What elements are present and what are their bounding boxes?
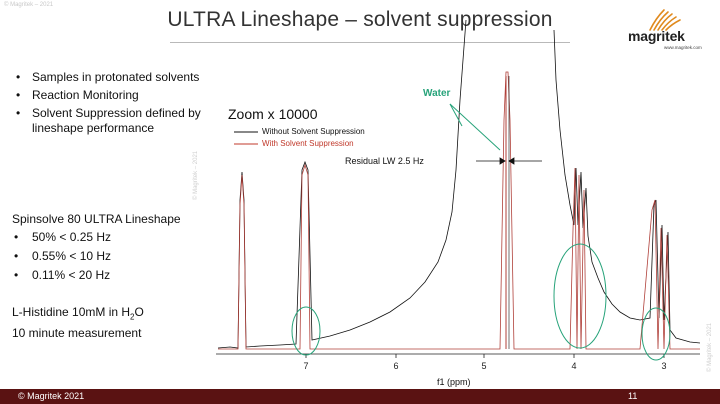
x-tick-label: 3 [661,361,666,371]
residual-arrows [476,157,542,165]
x-tick-label: 4 [571,361,576,371]
legend: Without Solvent Suppression With Solvent… [234,126,365,150]
highlight-ellipse [641,307,671,361]
trace-with-suppression [218,71,700,350]
feature-bullets: Samples in protonated solvents Reaction … [14,70,222,139]
x-tick-label: 6 [393,361,398,371]
legend-entry-without: Without Solvent Suppression [262,127,365,136]
x-tick-label: 5 [481,361,486,371]
trace-without-suppression [217,19,701,349]
footer-copyright: © Magritek 2021 [18,391,85,401]
highlight-ellipse [553,243,607,349]
bullet-item: Samples in protonated solvents [14,70,222,85]
highlight-ellipses [291,243,671,361]
spec-item: 50% < 0.25 Hz [12,230,111,245]
legend-entry-with: With Solvent Suppression [262,139,354,148]
footer-bar [0,389,720,404]
logo-url: www.magritek.com [664,45,702,50]
logo-wordmark: magritek [628,28,685,44]
bullet-item: Solvent Suppression defined by lineshape… [14,106,222,136]
sample-line-2: 10 minute measurement [12,326,142,341]
water-arrows [449,103,501,151]
residual-linewidth-label: Residual LW 2.5 Hz [345,156,424,166]
water-label: Water [423,88,451,99]
spec-item: 0.55% < 10 Hz [12,249,111,264]
spec-title: Spinsolve 80 ULTRA Lineshape [12,212,181,226]
bullet-item: Reaction Monitoring [14,88,222,103]
zoom-label: Zoom x 10000 [228,106,318,122]
x-tick-label: 7 [303,361,308,371]
page-number: 11 [628,391,638,401]
sample-description: L-Histidine 10mM in H2O 10 minute measur… [12,304,144,342]
slide-title: ULTRA Lineshape – solvent suppression [167,8,553,31]
watermark: © Magritek – 2021 [4,2,54,8]
spec-list: 50% < 0.25 Hz 0.55% < 10 Hz 0.11% < 20 H… [12,230,111,287]
title-divider [170,42,570,43]
x-axis-ticks [305,354,665,358]
highlight-ellipse [291,306,321,356]
x-axis-label: f1 (ppm) [437,377,471,387]
magritek-logo-icon [649,9,681,31]
spec-item: 0.11% < 20 Hz [12,268,111,283]
sample-line-1: L-Histidine 10mM in H2O [12,305,144,322]
